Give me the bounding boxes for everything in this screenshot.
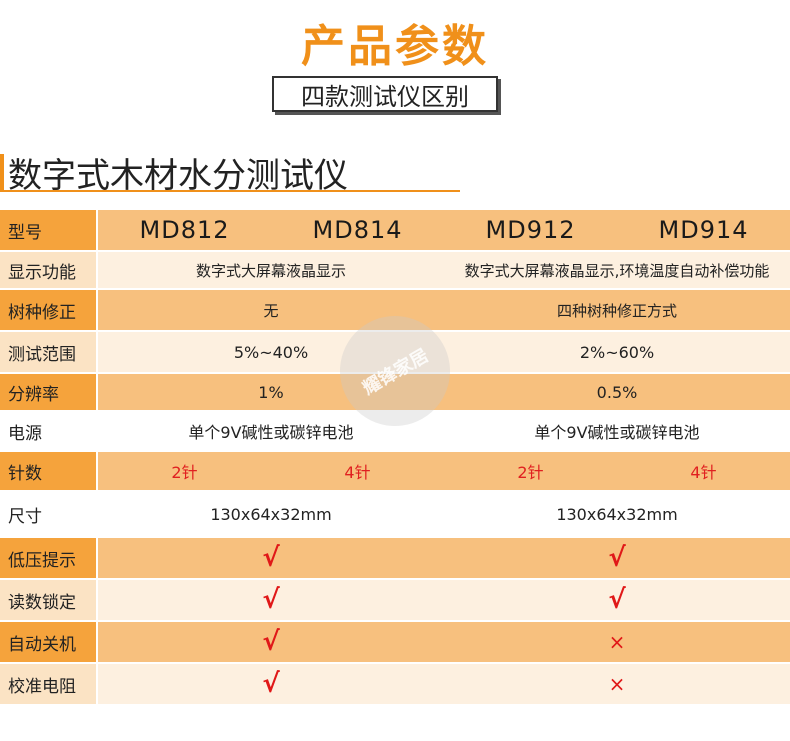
section-accent-bar <box>0 154 4 190</box>
section-heading: 数字式木材水分测试仪 <box>8 156 348 196</box>
pins-md812: 2针 <box>171 463 198 482</box>
row-body: √ √ <box>98 538 790 578</box>
row-body: 单个9V碱性或碳锌电池 单个9V碱性或碳锌电池 <box>98 412 790 450</box>
table-row: 测试范围 5%~40% 2%~60% <box>0 332 790 372</box>
cross-mark: × <box>608 630 626 654</box>
model-md914: MD914 <box>658 216 749 244</box>
check-mark: √ <box>262 627 280 657</box>
table-row: 显示功能 数字式大屏幕液晶显示 数字式大屏幕液晶显示,环境温度自动补偿功能 <box>0 252 790 288</box>
row-body: 130x64x32mm 130x64x32mm <box>98 492 790 536</box>
row-label: 型号 <box>0 210 96 250</box>
row-label: 自动关机 <box>0 622 96 662</box>
cell-right: 0.5% <box>596 382 638 402</box>
table-row: 尺寸 130x64x32mm 130x64x32mm <box>0 492 790 536</box>
row-label: 低压提示 <box>0 538 96 578</box>
table-row: 自动关机 √ × <box>0 622 790 662</box>
model-md814: MD814 <box>312 216 403 244</box>
cell-left: 数字式大屏幕液晶显示 <box>195 261 346 280</box>
page-title: 产品参数 <box>301 21 489 72</box>
row-label: 显示功能 <box>0 252 96 288</box>
row-label: 测试范围 <box>0 332 96 372</box>
check-mark: √ <box>608 585 626 615</box>
cell-right: 四种树种修正方式 <box>556 301 677 320</box>
row-body: MD812 MD814 MD912 MD914 <box>98 210 790 250</box>
cell-left: 1% <box>258 382 284 402</box>
pins-md912: 2针 <box>517 463 544 482</box>
cross-mark: × <box>608 672 626 696</box>
row-label: 读数锁定 <box>0 580 96 620</box>
row-body: 2针 4针 2针 4针 <box>98 452 790 490</box>
cell-left: 无 <box>263 301 279 320</box>
row-body: 数字式大屏幕液晶显示 数字式大屏幕液晶显示,环境温度自动补偿功能 <box>98 252 790 288</box>
table-row: 读数锁定 √ √ <box>0 580 790 620</box>
cell-right: 单个9V碱性或碳锌电池 <box>534 423 700 442</box>
row-label: 校准电阻 <box>0 664 96 704</box>
table-row: 低压提示 √ √ <box>0 538 790 578</box>
table-row: 电源 单个9V碱性或碳锌电池 单个9V碱性或碳锌电池 <box>0 412 790 450</box>
table-row: 针数 2针 4针 2针 4针 <box>0 452 790 490</box>
table-row-model: 型号 MD812 MD814 MD912 MD914 <box>0 210 790 250</box>
cell-left: 5%~40% <box>233 342 309 362</box>
cell-right: 2%~60% <box>579 342 655 362</box>
subtitle-box: 四款测试仪区别 <box>272 76 498 112</box>
row-body: 5%~40% 2%~60% <box>98 332 790 372</box>
check-mark: √ <box>608 543 626 573</box>
model-md812: MD812 <box>139 216 230 244</box>
cell-right: 130x64x32mm <box>556 504 678 524</box>
pins-md814: 4针 <box>344 463 371 482</box>
row-body: √ × <box>98 622 790 662</box>
cell-left: 单个9V碱性或碳锌电池 <box>188 423 354 442</box>
check-mark: √ <box>262 669 280 699</box>
cell-left: 130x64x32mm <box>210 504 332 524</box>
cell-right: 数字式大屏幕液晶显示,环境温度自动补偿功能 <box>464 261 770 280</box>
table-row: 树种修正 无 四种树种修正方式 <box>0 290 790 330</box>
row-body: √ × <box>98 664 790 704</box>
row-label: 树种修正 <box>0 290 96 330</box>
table-row: 分辨率 1% 0.5% <box>0 374 790 410</box>
row-label: 电源 <box>0 412 96 450</box>
watermark-text: 耀锋家居 <box>359 345 433 400</box>
table-row: 校准电阻 √ × <box>0 664 790 704</box>
row-label: 分辨率 <box>0 374 96 410</box>
row-body: 1% 0.5% <box>98 374 790 410</box>
section-underline <box>0 190 460 192</box>
pins-md914: 4针 <box>690 463 717 482</box>
row-label: 尺寸 <box>0 492 96 536</box>
row-body: √ √ <box>98 580 790 620</box>
model-md912: MD912 <box>485 216 576 244</box>
check-mark: √ <box>262 543 280 573</box>
row-body: 无 四种树种修正方式 <box>98 290 790 330</box>
check-mark: √ <box>262 585 280 615</box>
subtitle-text: 四款测试仪区别 <box>301 82 469 111</box>
row-label: 针数 <box>0 452 96 490</box>
